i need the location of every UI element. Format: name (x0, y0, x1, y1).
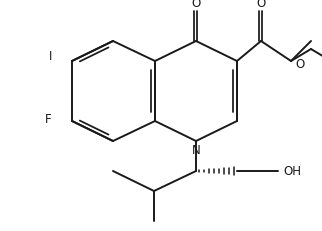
Text: I: I (49, 50, 52, 63)
Text: OH: OH (283, 165, 301, 178)
Text: O: O (295, 58, 304, 71)
Text: N: N (192, 143, 200, 156)
Text: F: F (45, 113, 52, 126)
Text: O: O (191, 0, 201, 10)
Text: O: O (256, 0, 266, 10)
